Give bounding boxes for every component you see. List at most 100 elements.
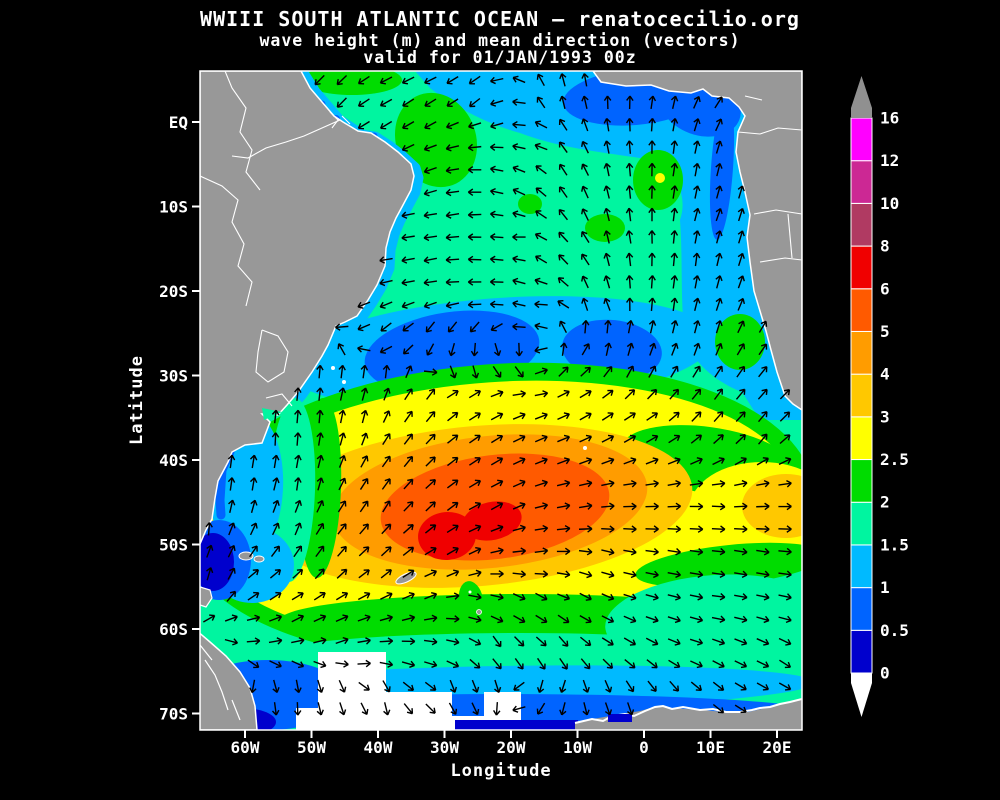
wave-direction-arrow	[625, 185, 634, 199]
wave-direction-arrow	[402, 322, 414, 332]
wave-direction-arrow	[425, 479, 436, 490]
wave-direction-arrow	[228, 522, 236, 536]
wave-direction-arrow	[269, 614, 283, 622]
wave-direction-arrow	[489, 210, 504, 219]
wave-direction-arrow	[381, 523, 392, 535]
wave-direction-arrow	[713, 411, 724, 423]
colorbar-label: 16	[880, 109, 899, 128]
wave-direction-arrow	[335, 591, 349, 601]
wave-direction-arrow	[402, 98, 415, 107]
wave-direction-arrow	[467, 233, 482, 241]
wave-direction-arrow	[647, 388, 658, 400]
wave-direction-arrow	[357, 659, 371, 668]
wave-direction-arrow	[425, 501, 436, 512]
wave-direction-arrow	[227, 454, 236, 469]
wave-direction-arrow	[714, 365, 723, 378]
wave-direction-arrow	[559, 702, 567, 716]
wave-direction-arrow	[379, 256, 393, 264]
wave-direction-arrow	[646, 412, 659, 421]
wave-direction-arrow	[668, 411, 680, 422]
wave-direction-arrow	[249, 454, 258, 469]
wave-direction-arrow	[512, 255, 526, 263]
wave-direction-arrow	[713, 388, 724, 400]
wave-direction-arrow	[335, 636, 349, 645]
wave-direction-arrow	[711, 502, 726, 511]
x-tick-label: 10W	[563, 738, 592, 757]
wave-direction-arrow	[669, 388, 680, 400]
map-frame	[199, 70, 803, 731]
wave-direction-arrow	[490, 121, 504, 130]
wave-direction-arrow	[512, 233, 526, 241]
wave-direction-arrow	[559, 679, 567, 693]
wave-direction-arrow	[512, 277, 526, 286]
border-congo	[737, 127, 802, 135]
wave-direction-arrow	[778, 637, 792, 646]
island-falkland-west	[238, 551, 254, 561]
wave-direction-arrow	[693, 297, 701, 311]
wave-direction-arrow	[447, 434, 459, 444]
wave-direction-arrow	[445, 211, 460, 219]
subtitle: wave height (m) and mean direction (vect…	[259, 31, 740, 50]
ice-block-3	[386, 692, 452, 730]
wave-direction-arrow	[490, 389, 504, 398]
landmass-south-america	[200, 71, 415, 545]
wave-direction-arrow	[467, 300, 482, 309]
wave-direction-arrow	[359, 500, 369, 513]
wave-direction-arrow	[471, 365, 480, 379]
colorbar-under-arrow	[851, 673, 872, 717]
landmass-tierra-del-fuego	[200, 586, 213, 608]
field-springgreen-band-west	[268, 398, 316, 582]
wave-direction-arrow	[424, 524, 437, 534]
wave-direction-arrow	[423, 637, 438, 646]
wave-direction-arrow	[468, 637, 482, 646]
wave-direction-arrow	[357, 323, 371, 332]
wave-direction-arrow	[712, 703, 725, 714]
wave-direction-arrow	[534, 479, 548, 487]
sea-dot-1	[468, 590, 472, 594]
wave-direction-arrow	[445, 188, 460, 197]
wave-direction-arrow	[490, 593, 504, 601]
colorbar-label: 0.5	[880, 621, 909, 640]
wave-direction-arrow	[557, 593, 571, 601]
wave-direction-arrow	[558, 320, 568, 333]
wave-direction-arrow	[715, 297, 723, 311]
colorbar-label: 4	[880, 365, 890, 384]
wave-direction-arrow	[269, 591, 282, 601]
wave-direction-arrow	[468, 457, 481, 466]
wave-direction-arrow	[601, 457, 615, 465]
colorbar-label: 1	[880, 578, 890, 597]
wave-direction-arrow	[448, 702, 458, 715]
wave-direction-arrow	[756, 570, 770, 579]
wave-direction-arrow	[602, 389, 614, 399]
wave-direction-arrow	[625, 140, 634, 154]
wave-direction-arrow	[693, 162, 701, 177]
wave-direction-arrow	[558, 141, 568, 153]
wave-direction-arrow	[645, 502, 659, 511]
border-angola	[753, 209, 802, 215]
wave-direction-arrow	[715, 275, 723, 289]
wave-direction-arrow	[227, 544, 236, 558]
wave-direction-arrow	[536, 73, 545, 87]
wave-direction-arrow	[512, 570, 527, 578]
wave-direction-arrow	[689, 480, 704, 488]
wave-direction-arrow	[490, 479, 504, 488]
wave-direction-arrow	[382, 410, 391, 423]
wave-direction-arrow	[734, 548, 748, 556]
wave-direction-arrow	[580, 366, 591, 377]
wave-direction-arrow	[446, 479, 459, 489]
wave-direction-arrow	[293, 545, 303, 558]
field-green-nbrazil-1	[302, 71, 402, 95]
field-springgreen-bulge-se	[605, 574, 802, 666]
wave-direction-arrow	[689, 547, 704, 556]
wave-direction-arrow	[603, 365, 613, 378]
wave-direction-arrow	[490, 434, 504, 444]
wave-direction-arrow	[645, 547, 659, 556]
wave-direction-arrow	[579, 614, 592, 624]
wave-direction-arrow	[715, 185, 723, 199]
x-tick-label: 0	[639, 738, 649, 757]
wave-direction-arrow	[579, 570, 593, 579]
wave-direction-arrow	[470, 342, 479, 357]
wave-direction-arrow	[691, 411, 702, 422]
wave-direction-arrow	[468, 593, 482, 601]
wave-direction-arrow	[670, 162, 679, 177]
